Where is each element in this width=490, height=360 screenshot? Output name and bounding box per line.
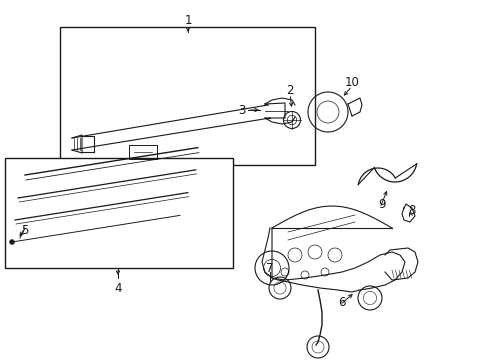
- Text: 4: 4: [114, 282, 122, 294]
- Text: 1: 1: [184, 13, 192, 27]
- Text: 8: 8: [408, 203, 416, 216]
- Text: 3: 3: [238, 104, 245, 117]
- Text: 5: 5: [21, 224, 29, 237]
- Text: 7: 7: [266, 261, 274, 274]
- Bar: [60, 27, 315, 165]
- Text: 6: 6: [338, 296, 346, 309]
- Circle shape: [9, 239, 15, 244]
- Bar: [5, 158, 233, 268]
- Text: 10: 10: [344, 76, 360, 89]
- Text: 9: 9: [378, 198, 386, 211]
- Text: 2: 2: [286, 84, 294, 96]
